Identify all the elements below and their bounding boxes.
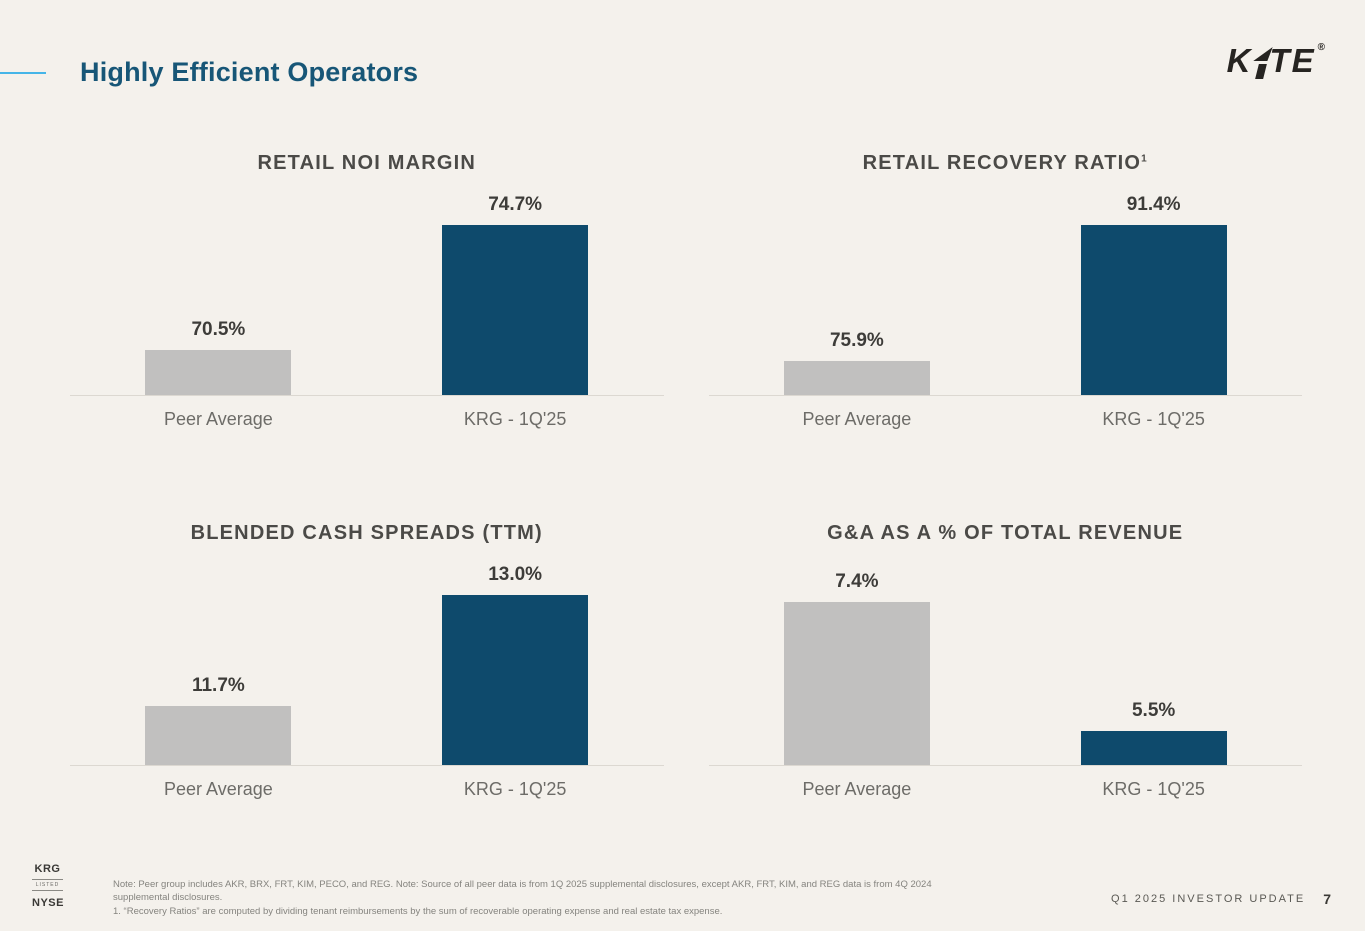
chart-title-text: RETAIL RECOVERY RATIO [862,152,1142,174]
chart-retail-recovery-ratio: RETAIL RECOVERY RATIO1 75.9% 91.4% Peer … [708,152,1303,430]
category-label-krg: KRG - 1Q'25 [463,779,567,799]
category-labels: Peer Average KRG - 1Q'25 [70,779,664,800]
badge-exchange: NYSE [32,897,64,909]
bar-value-label: 11.7% [191,675,245,696]
bar-value-label: 70.5% [191,319,246,340]
badge-listed-label: LISTED [32,879,63,891]
bar-group-peer: 75.9% [709,226,1006,395]
footnote-peer-group: Note: Peer group includes AKR, BRX, FRT,… [113,878,932,904]
kite-logo: K TE ® [1227,42,1327,80]
bar-group-krg: 74.7% [367,194,664,395]
chart-title: BLENDED CASH SPREADS (TTM) [70,522,664,546]
chart-title-text: BLENDED CASH SPREADS (TTM) [190,522,543,544]
bar-value-label: 91.4% [1126,194,1181,215]
bar-krg [1080,731,1227,765]
footer-right: Q1 2025 INVESTOR UPDATE 7 [1111,891,1331,907]
chart-ga-percent-revenue: G&A AS A % OF TOTAL REVENUE 7.4% 5.5% Pe… [708,522,1303,800]
plot-area: 75.9% 91.4% [708,194,1302,396]
bar-krg [1080,225,1227,395]
badge-ticker: KRG [34,863,61,875]
page-title: Highly Efficient Operators [80,57,419,87]
category-labels: Peer Average KRG - 1Q'25 [709,409,1303,430]
chart-title: RETAIL NOI MARGIN [70,152,664,176]
investor-update-label: Q1 2025 INVESTOR UPDATE [1111,893,1306,905]
category-label-krg: KRG - 1Q'25 [1102,409,1205,429]
plot-area: 70.5% 74.7% [70,194,664,396]
bar-group-krg: 91.4% [1005,194,1302,395]
plot-area: 7.4% 5.5% [708,571,1302,766]
bar-group-krg: 5.5% [1005,596,1302,765]
bar-value-label: 5.5% [1131,700,1176,721]
bar-group-krg: 13.0% [367,564,664,765]
plot-area: 11.7% 13.0% [70,564,664,766]
chart-title-superscript: 1 [1141,153,1148,165]
category-label-peer: Peer Average [802,779,912,799]
bar-krg [442,595,589,765]
bar-value-label: 74.7% [488,194,543,215]
nyse-listed-badge: KRG LISTED NYSE [32,859,63,911]
bar-peer-average [145,706,292,765]
bar-group-peer: 11.7% [70,596,367,765]
charts-grid: RETAIL NOI MARGIN 70.5% 74.7% Peer Avera… [70,152,1302,800]
chart-blended-cash-spreads: BLENDED CASH SPREADS (TTM) 11.7% 13.0% P… [70,522,664,800]
bar-value-label: 75.9% [829,330,884,351]
chart-title: G&A AS A % OF TOTAL REVENUE [709,522,1303,546]
logo-text-k: K [1226,42,1253,79]
bar-group-peer: 70.5% [70,226,367,395]
page-number: 7 [1323,891,1331,907]
kite-sail-icon [1255,55,1266,80]
chart-title-text: G&A AS A % OF TOTAL REVENUE [827,522,1184,544]
category-label-krg: KRG - 1Q'25 [1102,779,1205,799]
category-labels: Peer Average KRG - 1Q'25 [709,779,1303,800]
title-accent-line [0,72,46,74]
chart-title: RETAIL RECOVERY RATIO1 [709,152,1303,176]
bar-peer-average [145,350,292,395]
bar-peer-average [783,602,930,765]
category-label-krg: KRG - 1Q'25 [463,409,567,429]
footnote-recovery-ratios: 1. “Recovery Ratios” are computed by div… [113,905,723,917]
category-label-peer: Peer Average [164,409,273,429]
category-label-peer: Peer Average [164,779,273,799]
bar-krg [442,225,589,395]
category-label-peer: Peer Average [802,409,912,429]
bar-peer-average [783,361,930,395]
footnotes: Note: Peer group includes AKR, BRX, FRT,… [113,878,963,919]
chart-title-text: RETAIL NOI MARGIN [257,152,477,174]
logo-text-te: TE [1269,42,1316,79]
bar-group-peer: 7.4% [709,571,1006,765]
registered-trademark: ® [1317,42,1327,53]
category-labels: Peer Average KRG - 1Q'25 [70,409,664,430]
bar-value-label: 13.0% [488,564,543,585]
bar-value-label: 7.4% [835,571,879,592]
chart-retail-noi-margin: RETAIL NOI MARGIN 70.5% 74.7% Peer Avera… [70,152,664,430]
